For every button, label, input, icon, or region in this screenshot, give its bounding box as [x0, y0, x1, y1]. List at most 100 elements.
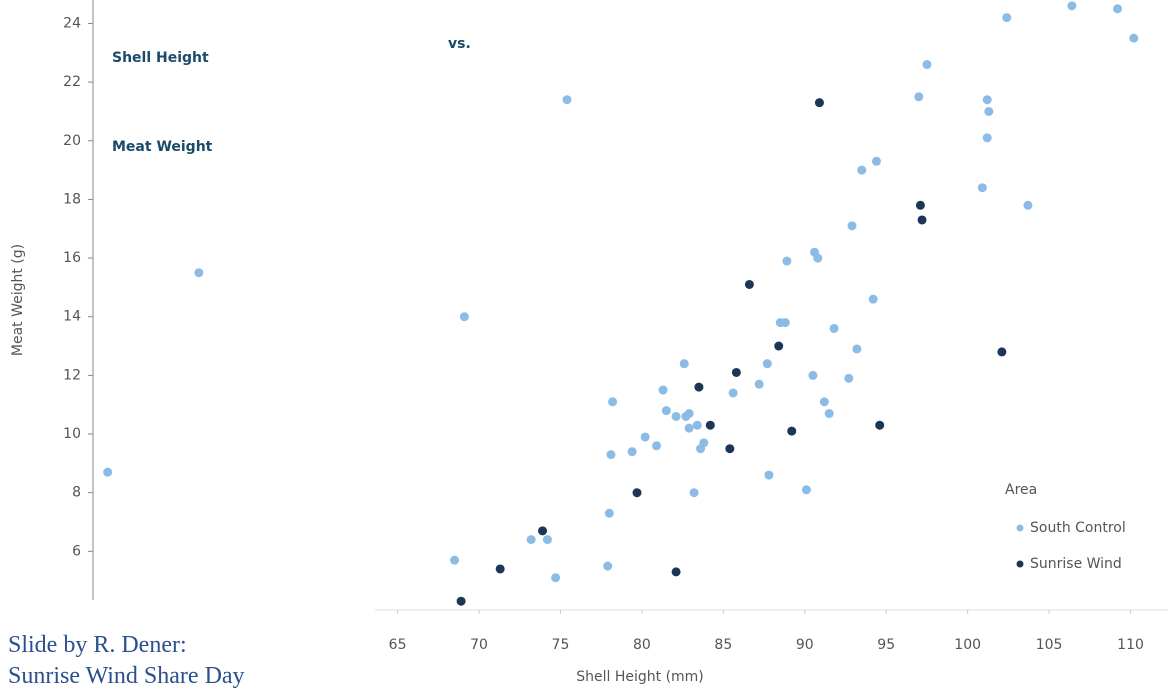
data-point: [744, 279, 754, 289]
y-tick-label: 22: [63, 74, 81, 90]
data-point: [868, 294, 878, 304]
data-point: [684, 423, 694, 433]
chart-title-vs: vs.: [448, 36, 471, 52]
data-point: [847, 221, 857, 231]
y-tick-label: 20: [63, 133, 81, 149]
data-point: [526, 535, 536, 545]
chart-title: Shell Height: [112, 50, 209, 66]
data-point: [782, 256, 792, 266]
y-tick-label: 12: [63, 367, 81, 383]
x-tick-label: 100: [954, 637, 981, 653]
data-point: [694, 382, 704, 392]
x-tick-label: 80: [633, 637, 651, 653]
y-tick-label: 24: [63, 15, 81, 31]
data-point: [562, 95, 572, 105]
data-point: [542, 535, 552, 545]
x-tick-label: 110: [1117, 637, 1144, 653]
data-point: [684, 409, 694, 419]
legend-marker: [1016, 524, 1024, 532]
data-point: [608, 397, 618, 407]
data-point: [671, 411, 681, 421]
y-tick-label: 8: [72, 485, 81, 501]
data-point: [699, 438, 709, 448]
data-point: [852, 344, 862, 354]
data-point: [1067, 1, 1077, 11]
data-point: [538, 526, 548, 536]
data-point: [640, 432, 650, 442]
data-point: [606, 450, 616, 460]
data-point: [705, 420, 715, 430]
data-point: [922, 60, 932, 70]
data-point: [632, 488, 642, 498]
data-point: [819, 397, 829, 407]
data-point: [814, 98, 824, 108]
data-point: [984, 106, 994, 116]
data-point: [813, 253, 823, 263]
x-tick-label: 95: [877, 637, 895, 653]
data-point: [604, 508, 614, 518]
credit-line: Slide by R. Dener:: [8, 632, 187, 658]
legend-title: Area: [1005, 482, 1037, 498]
chart-title-line2: Meat Weight: [112, 139, 213, 155]
data-point: [875, 420, 885, 430]
data-point: [762, 359, 772, 369]
y-tick-label: 14: [63, 309, 81, 325]
data-point: [1129, 33, 1139, 43]
data-point: [103, 467, 113, 477]
data-point: [787, 426, 797, 436]
data-point: [808, 370, 818, 380]
x-tick-label: 65: [389, 637, 407, 653]
data-point: [671, 567, 681, 577]
y-tick-label: 6: [72, 543, 81, 559]
data-point: [977, 183, 987, 193]
data-point: [915, 200, 925, 210]
y-tick-label: 18: [63, 191, 81, 207]
data-point: [780, 318, 790, 328]
data-point: [459, 312, 469, 322]
data-point: [754, 379, 764, 389]
data-point: [824, 409, 834, 419]
data-point: [871, 156, 881, 166]
data-point: [551, 573, 561, 583]
data-point: [829, 323, 839, 333]
data-point: [652, 441, 662, 451]
legend-label: Sunrise Wind: [1030, 556, 1122, 572]
data-point: [728, 388, 738, 398]
y-tick-label: 10: [63, 426, 81, 442]
data-point: [627, 447, 637, 457]
data-point: [857, 165, 867, 175]
data-point: [194, 268, 204, 278]
data-point: [917, 215, 927, 225]
data-point: [725, 444, 735, 454]
data-point: [774, 341, 784, 351]
data-point: [801, 485, 811, 495]
data-point: [1023, 200, 1033, 210]
x-axis-label: Shell Height (mm): [576, 669, 704, 685]
x-tick-label: 70: [470, 637, 488, 653]
y-axis-label: Meat Weight (g): [10, 244, 26, 356]
data-point: [997, 347, 1007, 357]
data-point: [844, 373, 854, 383]
data-point: [450, 555, 460, 565]
data-point: [982, 95, 992, 105]
data-point: [1113, 4, 1123, 14]
data-point: [658, 385, 668, 395]
data-point: [495, 564, 505, 574]
data-point: [679, 359, 689, 369]
x-tick-label: 90: [796, 637, 814, 653]
data-point: [603, 561, 613, 571]
data-point: [982, 133, 992, 143]
legend-label: South Control: [1030, 520, 1126, 536]
y-tick-label: 16: [63, 250, 81, 266]
credit-line: Sunrise Wind Share Day: [8, 663, 245, 689]
x-tick-label: 85: [714, 637, 732, 653]
data-point: [692, 420, 702, 430]
credit-box: [0, 600, 375, 691]
data-point: [764, 470, 774, 480]
data-point: [914, 92, 924, 102]
data-point: [661, 406, 671, 416]
x-tick-label: 75: [552, 637, 570, 653]
data-point: [731, 367, 741, 377]
data-point: [689, 488, 699, 498]
